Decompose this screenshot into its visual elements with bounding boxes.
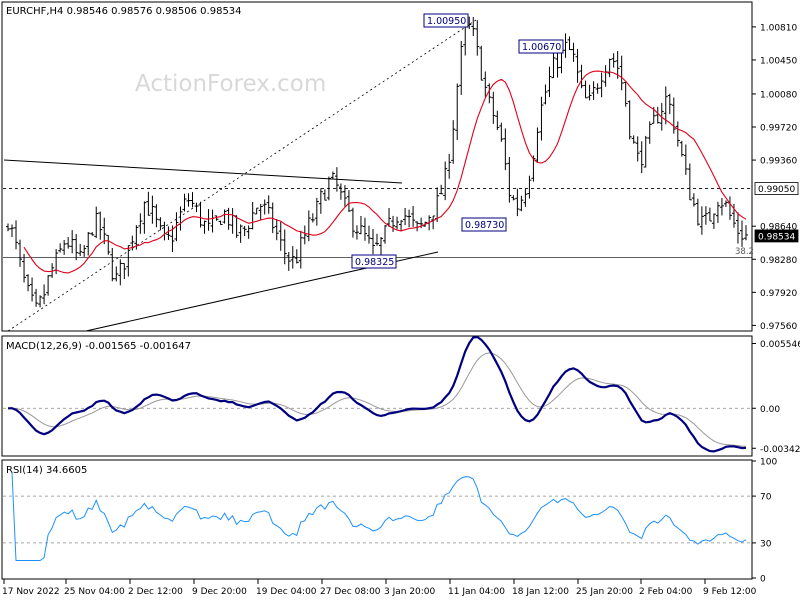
x-tick-label: 25 Jan 20:00 bbox=[576, 587, 633, 597]
price-panel-frame bbox=[1, 1, 753, 332]
macd-line bbox=[7, 335, 747, 453]
macd-header: MACD(12,26,9) -0.001565 -0.001647 bbox=[6, 341, 191, 352]
dotted-trendline bbox=[7, 19, 477, 332]
x-tick-label: 3 Jan 20:00 bbox=[384, 587, 436, 597]
annotation-label: 0.98730 bbox=[465, 220, 504, 231]
rsi-y-tick-label: 0 bbox=[760, 575, 766, 585]
macd-y-tick-label: 0.00 bbox=[760, 405, 780, 415]
macd-y-tick-label: 0.005546 bbox=[760, 340, 800, 350]
rsi-y-tick-label: 100 bbox=[760, 458, 777, 468]
level-tag-box bbox=[754, 229, 799, 243]
price-y-tick-label: 0.98640 bbox=[760, 223, 797, 233]
x-tick-label: 25 Nov 04:00 bbox=[64, 587, 125, 597]
x-tick-label: 18 Jan 12:00 bbox=[512, 587, 569, 597]
price-y-tick-label: 0.99360 bbox=[760, 157, 797, 167]
falling-trendline bbox=[3, 159, 403, 184]
macd-signal-line bbox=[7, 352, 747, 447]
price-header: EURCHF,H4 0.98546 0.98576 0.98506 0.9853… bbox=[6, 6, 242, 17]
annotation-box bbox=[423, 13, 469, 28]
annotation-box bbox=[518, 39, 564, 54]
price-y-tick-label: 0.97920 bbox=[760, 289, 797, 299]
x-tick-label: 2 Dec 12:00 bbox=[128, 587, 183, 597]
price-y-tick-label: 1.00080 bbox=[760, 90, 797, 100]
annotation-box bbox=[461, 217, 507, 232]
level-tag-label: 0.98534 bbox=[758, 232, 795, 242]
moving-average-line bbox=[23, 70, 747, 274]
fib-label: 38.2 bbox=[735, 247, 754, 257]
price-y-tick-label: 0.97560 bbox=[760, 322, 797, 332]
rsi-y-tick-label: 30 bbox=[760, 539, 772, 549]
rsi-header: RSI(14) 34.6605 bbox=[6, 465, 87, 476]
rsi-panel-frame bbox=[1, 459, 753, 580]
annotation-label: 1.00670 bbox=[522, 42, 561, 53]
x-tick-label: 27 Dec 08:00 bbox=[320, 587, 381, 597]
price-y-tick-label: 0.98280 bbox=[760, 256, 797, 266]
x-tick-label: 9 Feb 12:00 bbox=[703, 587, 757, 597]
price-y-tick-label: 0.99720 bbox=[760, 124, 797, 134]
macd-panel-frame bbox=[1, 335, 753, 457]
watermark: ActionForex.com bbox=[135, 71, 326, 97]
level-tag-label: 0.99050 bbox=[758, 185, 795, 195]
x-tick-label: 2 Feb 04:00 bbox=[639, 587, 693, 597]
price-y-tick-label: 1.00810 bbox=[760, 23, 797, 33]
rsi-y-tick-label: 70 bbox=[760, 493, 772, 503]
annotation-label: 0.98325 bbox=[355, 257, 394, 268]
annotation-box bbox=[351, 254, 397, 269]
rsi-line bbox=[11, 472, 747, 561]
level-tag-box bbox=[754, 182, 799, 195]
x-tick-label: 9 Dec 20:00 bbox=[192, 587, 247, 597]
annotation-label: 1.00950 bbox=[427, 16, 466, 27]
x-tick-label: 11 Jan 04:00 bbox=[448, 587, 505, 597]
x-tick-label: 17 Nov 2022 bbox=[2, 587, 60, 597]
x-tick-label: 19 Dec 04:00 bbox=[256, 587, 317, 597]
macd-y-tick-label: -0.003423 bbox=[760, 445, 800, 455]
price-y-tick-label: 1.00450 bbox=[760, 56, 797, 66]
